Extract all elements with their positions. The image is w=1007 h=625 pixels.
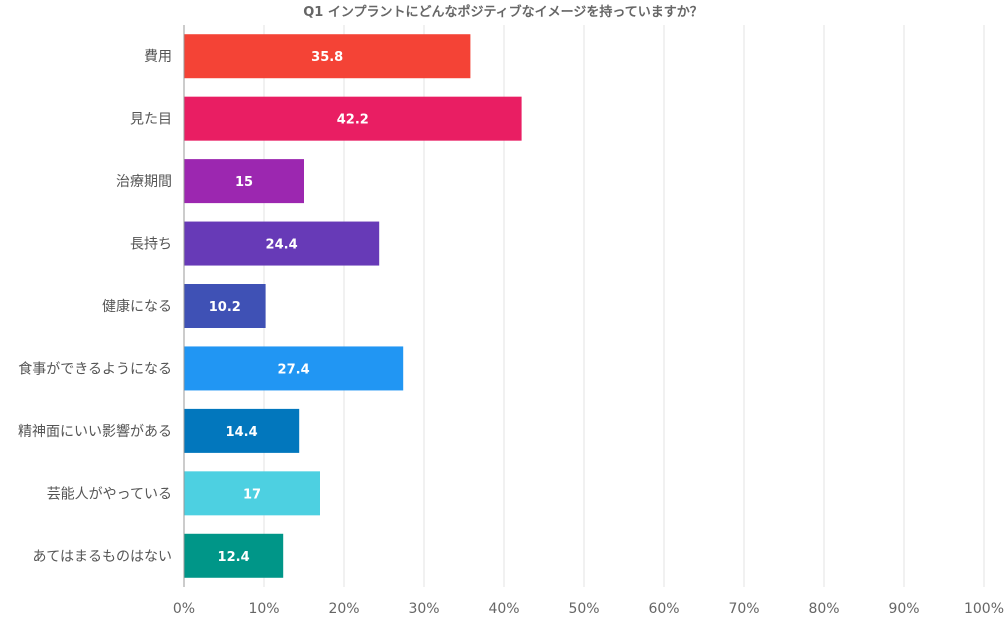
- bar-value-label: 10.2: [209, 300, 241, 315]
- x-tick-label: 80%: [808, 601, 839, 617]
- axes: 0% 10% 20% 30% 40% 50% 60% 70% 80% 90% 100% 費用見た目治療…: [18, 25, 1004, 617]
- bar: [184, 471, 320, 516]
- bar-value-label: 14.4: [226, 425, 258, 440]
- bar-value-label: 12.4: [218, 550, 250, 565]
- x-tick-label: 90%: [888, 601, 919, 617]
- x-tick-label: 10%: [248, 601, 279, 617]
- category-label: 精神面にいい影響がある: [18, 423, 172, 440]
- bar: [184, 96, 522, 141]
- x-tick-label: 30%: [408, 601, 439, 617]
- category-label: 費用: [144, 49, 172, 65]
- bar-value-label: 42.2: [337, 113, 369, 128]
- bar: [184, 34, 471, 79]
- bar: [184, 346, 404, 391]
- bar: [184, 408, 300, 453]
- bar-value-label: 35.8: [311, 50, 343, 65]
- bar-value-label: 27.4: [278, 362, 310, 377]
- category-label: 治療期間: [116, 173, 172, 190]
- bar: [184, 284, 266, 328]
- bar: [184, 221, 380, 266]
- category-label: 見た目: [130, 112, 172, 128]
- chart-title: Q1 インプラントにどんなポジティブなイメージを持っていますか？: [303, 4, 703, 20]
- bars: 35.8 42.2 15 24.4 10.2 27.4 14.4 17 12.4: [184, 34, 522, 578]
- category-label: 芸能人がやっている: [47, 486, 172, 502]
- x-tick-label: 20%: [328, 601, 359, 617]
- x-tick-label: 50%: [568, 601, 599, 617]
- x-tick-label: 40%: [488, 601, 519, 617]
- category-label: 食事ができるようになる: [18, 360, 172, 377]
- bar: [184, 159, 304, 204]
- category-label: 健康になる: [102, 298, 172, 315]
- category-label: あてはまるものはない: [33, 549, 172, 565]
- x-tick-label: 100%: [964, 601, 1004, 617]
- bar-value-label: 15: [235, 175, 253, 190]
- x-tick-label: 60%: [648, 601, 679, 617]
- x-tick-label: 70%: [728, 601, 759, 617]
- x-tick-label: 0%: [173, 601, 195, 617]
- category-label: 長持ち: [130, 237, 172, 253]
- bar-value-label: 24.4: [266, 238, 298, 253]
- bar: [184, 533, 284, 578]
- bar-value-label: 17: [243, 487, 261, 502]
